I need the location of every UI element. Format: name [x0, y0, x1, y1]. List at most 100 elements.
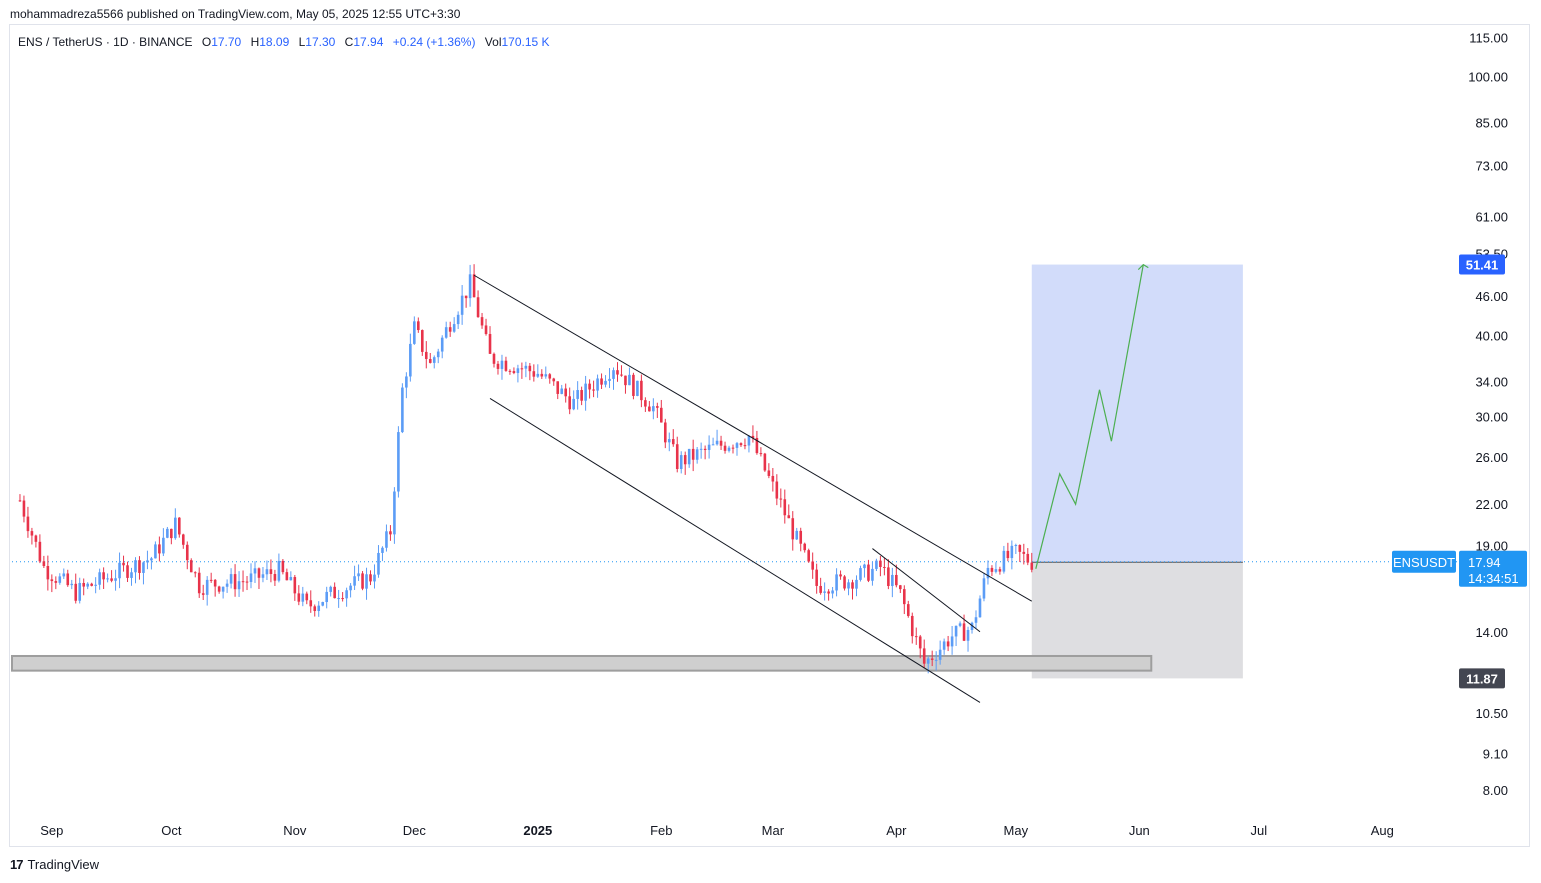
candle [775, 474, 779, 506]
candle-body [178, 517, 181, 535]
candle [241, 570, 245, 592]
candle [795, 527, 799, 541]
candle [321, 601, 325, 607]
candle-body [353, 576, 356, 586]
legend-symbol[interactable]: ENS / TetherUS · 1D · BINANCE [18, 35, 193, 49]
candle [564, 383, 568, 403]
candle-body [863, 564, 866, 569]
candle [656, 402, 659, 418]
candle-body [560, 388, 564, 394]
price-tick: 100.00 [1468, 70, 1508, 85]
candle-body [556, 381, 560, 394]
candle-body [875, 560, 878, 569]
candle [118, 552, 121, 589]
candle-body [703, 448, 707, 451]
candle [998, 566, 1002, 575]
candle [205, 576, 209, 606]
candle [883, 558, 886, 576]
candle [213, 579, 217, 597]
footer-branding[interactable]: 17 TradingView [10, 857, 99, 872]
candle-body [440, 337, 444, 352]
candle-body [867, 564, 870, 581]
candle [751, 425, 755, 443]
candle-body [660, 407, 663, 423]
candle [552, 377, 556, 386]
candle [50, 574, 54, 593]
candle [1006, 542, 1010, 562]
candle [743, 438, 747, 450]
candle-body [162, 537, 165, 554]
candle-body [273, 573, 277, 581]
candle-body [417, 321, 420, 331]
candle [851, 579, 854, 600]
candle-body [269, 569, 273, 574]
candle [715, 429, 719, 446]
candle-body [731, 447, 735, 449]
candle-body [604, 380, 607, 385]
candle [225, 579, 229, 593]
candle [763, 452, 767, 472]
candle [325, 586, 328, 609]
candle-body [640, 380, 643, 401]
candle-body [249, 573, 253, 582]
candle-body [428, 359, 432, 363]
candle-body [1018, 545, 1022, 552]
candle-body [389, 531, 392, 535]
candle [663, 418, 667, 449]
candle-body [855, 579, 858, 589]
candle [970, 621, 974, 634]
candle-body [922, 648, 926, 664]
candle [803, 542, 807, 553]
price-tick: 61.00 [1475, 209, 1508, 224]
candle [178, 517, 181, 538]
candle-body [906, 604, 910, 616]
candle-body [807, 550, 810, 562]
candle [799, 527, 803, 552]
price-tick: 115.00 [1469, 30, 1508, 45]
candle [34, 534, 38, 548]
legend-change: +0.24 (+1.36%) [392, 35, 476, 49]
candle [253, 561, 257, 583]
candle-body [783, 499, 787, 516]
candle-body [879, 560, 882, 567]
candle [859, 565, 862, 582]
candle [377, 545, 380, 578]
candle-body [835, 574, 838, 591]
candle [640, 374, 643, 408]
candle-body [42, 561, 46, 566]
candle-body [237, 581, 241, 590]
candle-body [30, 531, 34, 536]
time-tick: Jun [1129, 823, 1150, 838]
candle [994, 562, 998, 574]
candle [934, 651, 938, 671]
candle-body [803, 543, 807, 551]
candle [548, 373, 552, 384]
price-tick: 85.00 [1475, 116, 1508, 131]
tradingview-logo-icon: 17 [10, 857, 24, 872]
candle-body [464, 295, 468, 299]
candle-body [297, 593, 301, 602]
candle [464, 295, 468, 308]
candle-body [520, 368, 524, 370]
candle-body [791, 518, 795, 540]
candle [835, 568, 838, 597]
candle [699, 442, 703, 459]
candle [452, 317, 456, 333]
candle-body [644, 400, 647, 407]
candle [193, 571, 197, 578]
candle [221, 586, 225, 599]
candle-body [205, 579, 209, 595]
candle [237, 571, 241, 597]
candle-body [648, 406, 651, 412]
candle [349, 583, 352, 598]
candle-body [253, 568, 257, 574]
price-tick: 26.00 [1475, 450, 1508, 465]
candle-body [245, 581, 249, 583]
candle-body [727, 447, 731, 451]
legend-open-label: O [201, 35, 212, 49]
candle [42, 555, 46, 568]
candle [576, 381, 579, 410]
candle [982, 572, 986, 602]
candle-body [154, 544, 157, 559]
